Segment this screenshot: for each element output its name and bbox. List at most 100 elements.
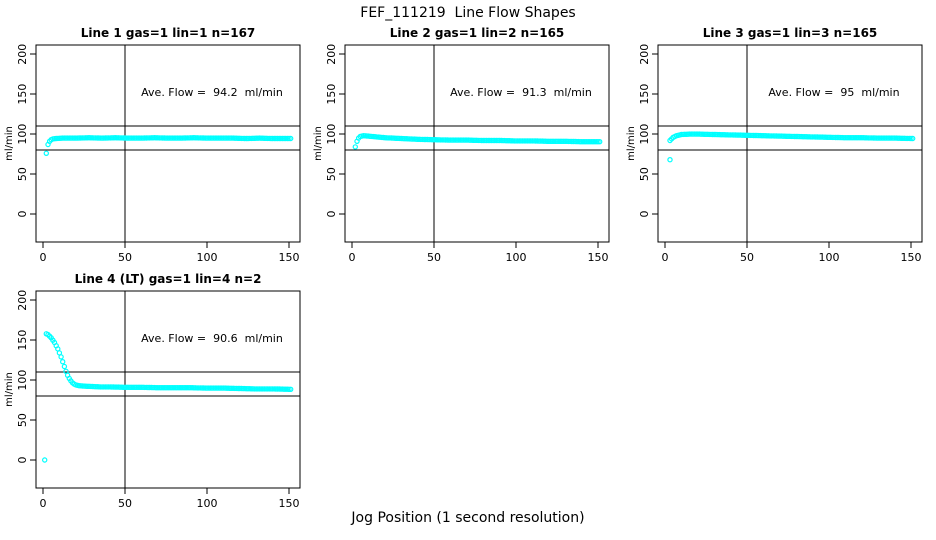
- data-point: [847, 134, 854, 141]
- data-point: [414, 136, 421, 142]
- y-tick-label: 100: [325, 124, 338, 145]
- data-point: [451, 137, 457, 143]
- data-point: [521, 138, 527, 144]
- data-point: [526, 138, 532, 144]
- data-points: [352, 132, 603, 150]
- data-points: [667, 131, 916, 163]
- data-point: [288, 135, 294, 142]
- data-point: [744, 132, 750, 138]
- data-point: [867, 135, 873, 141]
- data-point: [559, 138, 565, 144]
- data-point: [141, 135, 148, 141]
- data-point: [274, 135, 281, 142]
- data-point: [551, 138, 557, 144]
- data-point: [529, 138, 536, 144]
- figure-x-label: Jog Position (1 second resolution): [351, 510, 585, 526]
- data-point: [68, 135, 74, 141]
- data-point: [138, 384, 145, 390]
- x-tick-label: 0: [349, 251, 356, 264]
- data-point: [595, 138, 601, 145]
- data-point: [719, 131, 726, 138]
- data-point: [488, 137, 495, 144]
- x-tick-label: 150: [279, 497, 300, 510]
- y-tick-label: 100: [16, 124, 29, 145]
- data-point: [166, 135, 172, 141]
- y-tick-label: 0: [16, 457, 29, 464]
- data-point: [418, 136, 424, 143]
- data-point: [61, 363, 68, 370]
- data-point: [114, 135, 120, 141]
- data-point: [900, 135, 906, 141]
- data-point: [818, 134, 824, 140]
- data-point: [714, 131, 721, 138]
- data-point: [133, 135, 140, 141]
- data-point: [431, 136, 437, 143]
- data-point: [855, 134, 862, 141]
- data-point: [910, 135, 916, 142]
- data-point: [698, 131, 704, 137]
- data-point: [480, 137, 486, 144]
- data-point: [150, 384, 156, 391]
- data-point: [859, 134, 865, 141]
- data-point: [695, 131, 701, 137]
- subplot-title: Line 1 gas=1 lin=1 n=167: [81, 26, 256, 40]
- data-point: [286, 386, 292, 392]
- y-tick-label: 200: [325, 44, 338, 65]
- data-point: [578, 138, 585, 145]
- data-point: [278, 135, 284, 142]
- data-point: [686, 131, 693, 137]
- subplot-title: Line 4 (LT) gas=1 lin=4 n=2: [75, 272, 262, 286]
- y-tick-label: 150: [638, 84, 651, 105]
- data-point: [570, 138, 577, 145]
- data-point: [706, 131, 713, 138]
- data-point: [76, 135, 82, 141]
- x-tick-label: 50: [427, 251, 441, 264]
- data-point: [439, 137, 445, 143]
- data-point: [768, 133, 775, 139]
- data-point: [875, 135, 881, 141]
- data-point: [269, 386, 276, 392]
- y-tick-label: 200: [16, 290, 29, 311]
- data-point: [739, 132, 745, 138]
- data-point: [114, 384, 120, 390]
- x-tick-label: 100: [197, 497, 218, 510]
- data-point: [92, 384, 99, 390]
- data-point: [496, 137, 503, 144]
- data-point: [908, 135, 914, 142]
- y-tick-label: 50: [638, 167, 651, 181]
- data-point: [434, 137, 440, 143]
- data-point: [760, 132, 767, 139]
- data-point: [184, 385, 190, 391]
- data-point: [274, 386, 281, 392]
- data-point: [97, 384, 104, 390]
- data-point: [283, 386, 289, 392]
- outlier-point: [667, 156, 673, 163]
- data-point: [179, 385, 186, 391]
- data-point: [283, 135, 289, 142]
- y-tick-label: 0: [638, 211, 651, 218]
- data-point: [592, 138, 598, 145]
- plot-box: [35, 44, 301, 243]
- y-axis-label: ml/min: [626, 126, 637, 161]
- data-point: [772, 133, 778, 139]
- data-point: [171, 135, 177, 141]
- data-point: [278, 386, 284, 392]
- data-point: [196, 135, 202, 141]
- data-point: [117, 135, 123, 141]
- data-point: [109, 384, 115, 390]
- data-point: [184, 135, 190, 141]
- y-axis-label: ml/min: [4, 372, 15, 407]
- data-point: [883, 135, 890, 141]
- x-tick-label: 150: [279, 251, 300, 264]
- data-point: [217, 385, 223, 391]
- data-point: [220, 385, 227, 391]
- x-tick-label: 0: [40, 251, 47, 264]
- data-point: [141, 384, 148, 391]
- data-point: [261, 386, 268, 392]
- y-tick-label: 50: [325, 167, 338, 181]
- data-point: [467, 137, 473, 143]
- subplot-title: Line 3 gas=1 lin=3 n=165: [703, 26, 878, 40]
- data-point: [752, 132, 758, 139]
- data-point: [727, 132, 734, 138]
- data-point: [84, 383, 91, 389]
